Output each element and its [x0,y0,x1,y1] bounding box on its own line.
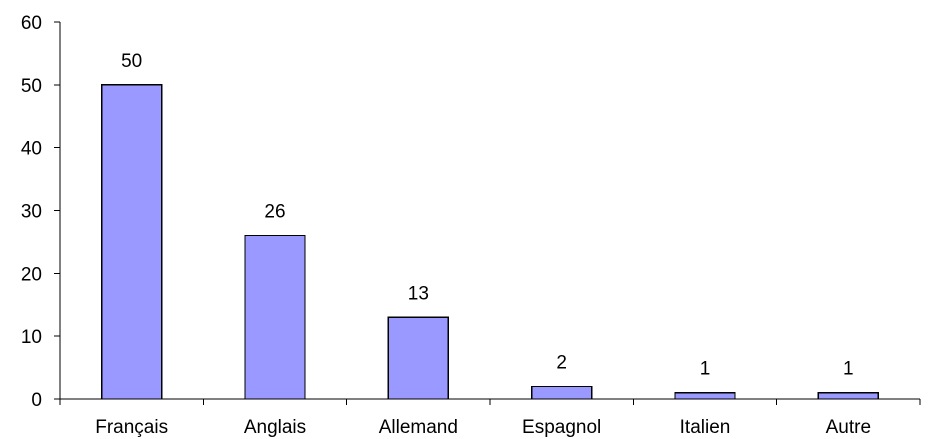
y-tick-label: 30 [21,202,42,223]
y-tick-label: 0 [31,390,42,411]
y-tick-label: 60 [21,13,42,34]
y-tick-label: 50 [21,76,42,97]
bar-français [101,84,163,400]
bar-value-label: 50 [121,51,142,72]
bar-value-label: 1 [700,359,711,380]
x-category-label: Italien [680,417,731,438]
bar-value-label: 13 [408,283,429,304]
bar-anglais [244,235,306,400]
bar-value-label: 26 [264,202,285,223]
y-tick-label: 40 [21,139,42,160]
y-tick-label: 10 [21,327,42,348]
bar-autre [817,392,879,400]
x-category-label: Espagnol [522,417,601,438]
bar-value-label: 1 [843,359,854,380]
bar-espagnol [531,385,593,400]
bars [101,84,879,400]
y-axis: 0 10 20 30 40 50 60 [21,13,61,411]
x-category-label: Allemand [379,417,458,438]
bar-value-label: 2 [556,352,567,373]
x-category-label: Français [95,417,168,438]
bar-allemand [387,316,449,400]
x-category-label: Anglais [244,417,306,438]
y-tick-label: 20 [21,264,42,285]
bar-italien [674,392,736,400]
x-category-label: Autre [826,417,871,438]
data-labels: 50 26 13 2 1 1 [121,51,854,380]
x-axis: Français Anglais Allemand Espagnol Italien Au… [59,398,921,438]
